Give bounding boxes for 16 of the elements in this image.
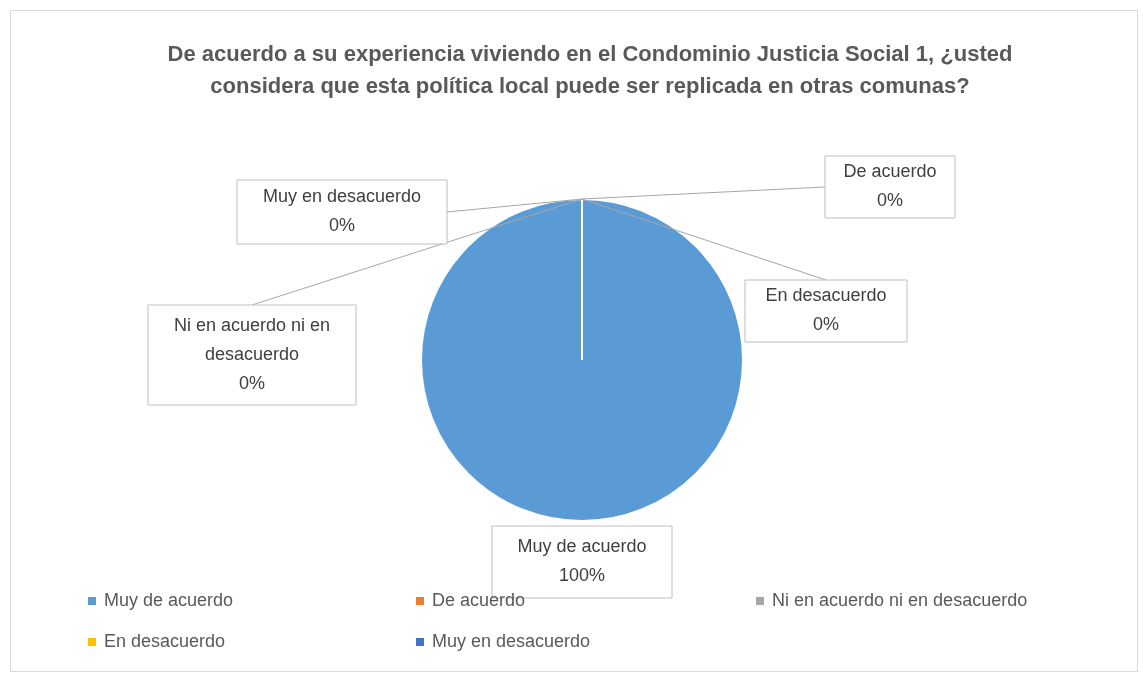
category-label: En desacuerdo — [765, 285, 887, 306]
category-label: Muy en desacuerdo — [262, 186, 422, 207]
slice-label: Muy de acuerdo — [517, 536, 647, 557]
text: 0% — [876, 190, 904, 211]
legend-label: Muy en desacuerdo — [432, 631, 591, 651]
legend-label: En desacuerdo — [104, 631, 226, 651]
text: 0% — [812, 314, 840, 335]
legend-label: Muy de acuerdo — [104, 590, 234, 610]
legend-label: Ni en acuerdo ni en desacuerdo — [772, 590, 1028, 610]
category-label: De acuerdo — [843, 161, 937, 182]
chart-title: De acuerdo a su experiencia viviendo en el Condominio Justicia Social 1, ¿usted considera que esta política local puede ser replicada en otras comunas? — [166, 40, 1014, 100]
text: 0% — [328, 215, 356, 236]
text: 0% — [238, 372, 266, 393]
data-label: 100% — [558, 565, 606, 586]
category-label: Ni en acuerdo ni en desacuerdo — [173, 314, 331, 364]
legend-label: De acuerdo — [432, 590, 526, 610]
